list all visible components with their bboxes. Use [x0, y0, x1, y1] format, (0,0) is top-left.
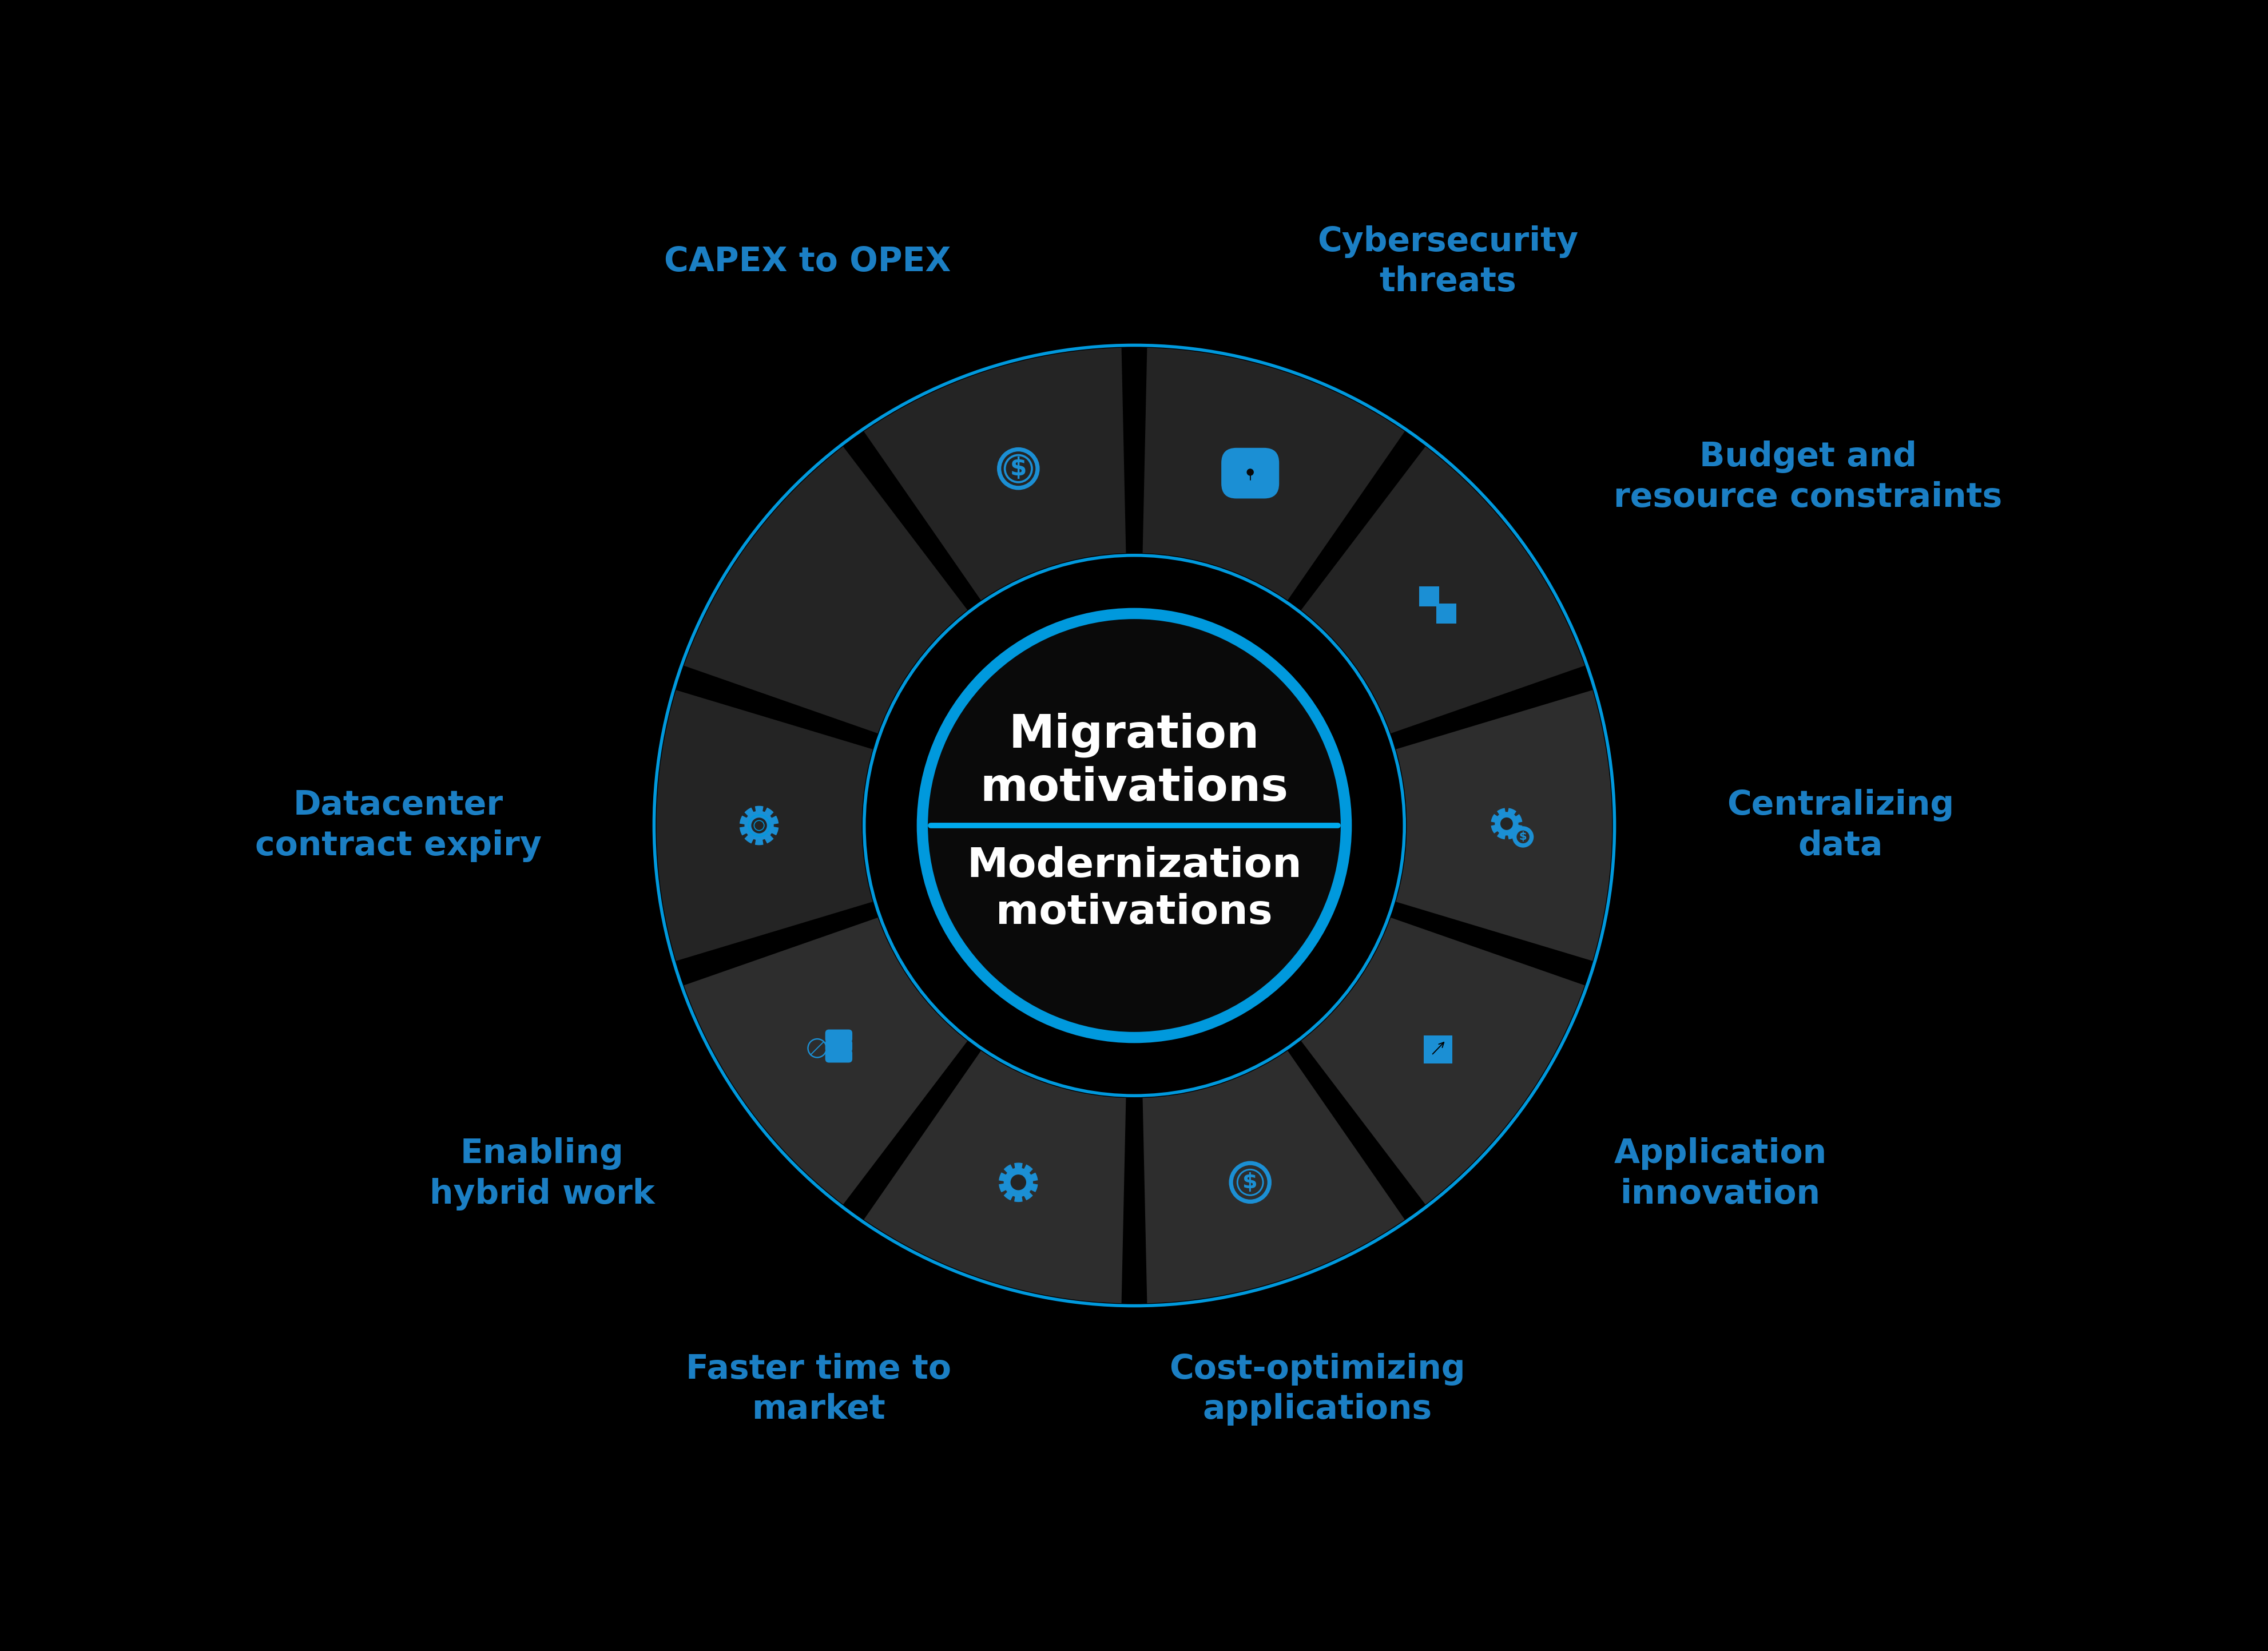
Text: Migration
motivations: Migration motivations [980, 713, 1288, 811]
Wedge shape [860, 345, 1127, 604]
Text: Datacenter
contract expiry: Datacenter contract expiry [254, 789, 542, 862]
Text: $: $ [1009, 457, 1027, 480]
FancyBboxPatch shape [1424, 1035, 1452, 1063]
Text: Cost-optimizing
applications: Cost-optimizing applications [1170, 1352, 1465, 1426]
Polygon shape [1490, 809, 1522, 839]
Text: Faster time to
market: Faster time to market [685, 1352, 950, 1426]
Text: Enabling
hybrid work: Enabling hybrid work [429, 1138, 655, 1210]
Circle shape [1499, 817, 1513, 830]
Text: CAPEX to OPEX: CAPEX to OPEX [665, 246, 950, 277]
Circle shape [1247, 469, 1254, 475]
Text: Cybersecurity
threats: Cybersecurity threats [1318, 225, 1579, 299]
Text: $: $ [1243, 1172, 1256, 1192]
Wedge shape [1141, 1047, 1408, 1306]
Wedge shape [1141, 345, 1408, 604]
FancyBboxPatch shape [1436, 604, 1456, 624]
Text: Modernization
motivations: Modernization motivations [966, 845, 1302, 933]
Wedge shape [1393, 687, 1615, 964]
Circle shape [923, 614, 1345, 1037]
Text: Centralizing
data: Centralizing data [1726, 789, 1953, 862]
FancyBboxPatch shape [1220, 447, 1279, 499]
Wedge shape [680, 442, 971, 736]
FancyBboxPatch shape [826, 1040, 853, 1053]
Text: Application
innovation: Application innovation [1613, 1138, 1826, 1210]
Circle shape [1513, 826, 1533, 847]
Polygon shape [998, 1162, 1036, 1202]
Circle shape [1009, 1174, 1025, 1190]
FancyBboxPatch shape [826, 1050, 853, 1063]
FancyBboxPatch shape [826, 1030, 853, 1043]
Text: Budget and
resource constraints: Budget and resource constraints [1613, 441, 2003, 513]
Wedge shape [860, 1047, 1127, 1306]
Wedge shape [1297, 442, 1588, 736]
FancyBboxPatch shape [1420, 586, 1438, 606]
Text: $: $ [1520, 832, 1526, 842]
Wedge shape [653, 687, 875, 964]
Polygon shape [739, 806, 778, 845]
Circle shape [751, 817, 767, 834]
Wedge shape [680, 915, 971, 1209]
Circle shape [1517, 830, 1529, 844]
Wedge shape [1297, 915, 1588, 1209]
